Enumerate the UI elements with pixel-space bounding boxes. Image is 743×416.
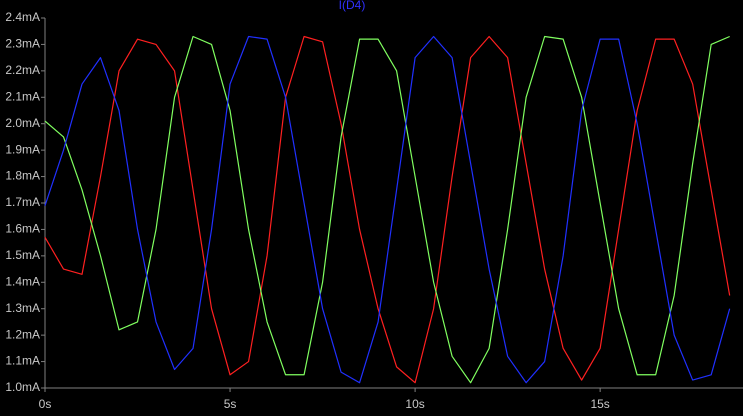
series-line [44,35,731,384]
y-tick-label: 1.7mA [5,195,40,209]
y-tick-label: 1.2mA [5,327,40,341]
y-tick-label: 1.5mA [5,248,40,262]
y-tick-label: 1.1mA [5,354,40,368]
y-tick-label: 1.4mA [5,274,40,288]
x-tick-label: 0s [39,397,52,411]
y-tick-label: 1.0mA [5,380,40,394]
x-tick-label: 5s [224,397,237,411]
y-tick-label: 2.0mA [5,116,40,130]
series-line [44,35,730,384]
y-tick-label: 2.1mA [5,89,40,103]
x-tick-label: 15s [590,397,609,411]
y-tick-label: 2.3mA [5,37,40,51]
y-tick-label: 1.3mA [5,301,40,315]
chart-title: I(D4) [339,0,366,12]
x-tick-label: 10s [405,397,424,411]
y-tick-label: 1.8mA [5,169,40,183]
y-tick-label: 2.2mA [5,63,40,77]
y-tick-label: 1.6mA [5,222,40,236]
y-tick-label: 2.4mA [5,10,40,24]
y-tick-label: 1.9mA [5,142,40,156]
series-line [44,35,731,384]
